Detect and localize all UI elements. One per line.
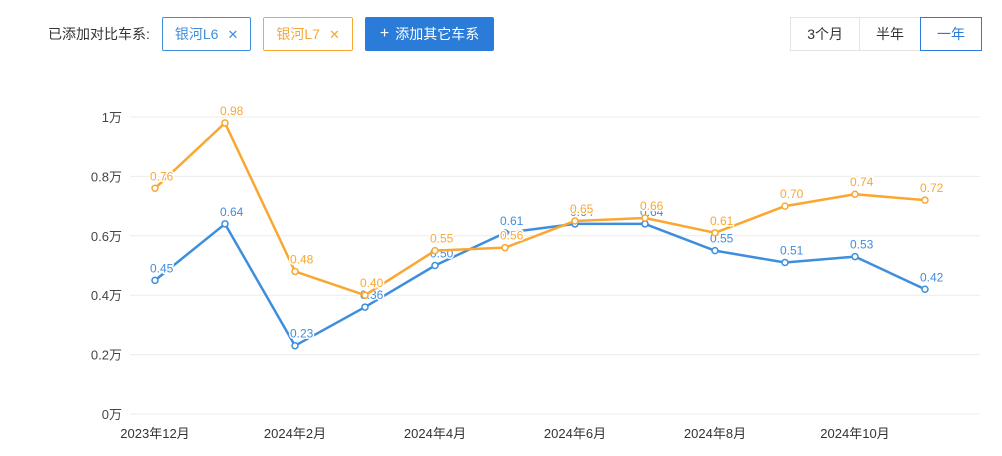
series-tag-label: 银河L6 <box>174 26 219 42</box>
remove-series-icon[interactable]: ✕ <box>227 26 239 42</box>
x-axis-tick-label: 2024年6月 <box>544 426 606 441</box>
data-point-label: 0.51 <box>780 244 804 258</box>
data-point-label: 0.56 <box>500 229 524 243</box>
x-axis-tick-label: 2024年10月 <box>820 426 889 441</box>
series-tags: 银河L6 ✕ 银河L7 ✕ <box>161 17 365 51</box>
added-series-group: 已添加对比车系: 银河L6 ✕ 银河L7 ✕ + 添加其它车系 <box>48 17 495 51</box>
range-button-3个月[interactable]: 3个月 <box>790 17 860 51</box>
time-range-button-group: 3个月 半年 一年 <box>790 17 982 51</box>
y-axis-tick-label: 0.6万 <box>91 229 122 244</box>
y-axis-tick-label: 1万 <box>102 110 122 125</box>
data-point-label: 0.72 <box>920 181 944 195</box>
data-point-label: 0.23 <box>290 327 314 341</box>
toolbar: 已添加对比车系: 银河L6 ✕ 银河L7 ✕ + 添加其它车系 3个月 半年 一年 <box>0 0 1002 52</box>
x-axis-tick-label: 2024年8月 <box>684 426 746 441</box>
data-point-label: 0.61 <box>710 214 734 228</box>
data-point-marker <box>921 196 929 204</box>
data-point-marker <box>221 220 229 228</box>
data-point-label: 0.74 <box>850 175 874 189</box>
data-point-marker <box>221 119 229 127</box>
data-point-label: 0.66 <box>640 199 664 213</box>
x-axis-tick-label: 2024年2月 <box>264 426 326 441</box>
data-point-label: 0.40 <box>360 276 384 290</box>
line-series-银河L7 <box>153 121 927 297</box>
y-axis-tick-label: 0.8万 <box>91 169 122 184</box>
add-series-button-label: 添加其它车系 <box>395 26 480 42</box>
data-point-label: 0.45 <box>150 261 174 275</box>
x-axis-tick-label: 2023年12月 <box>120 426 189 441</box>
data-point-label: 0.61 <box>500 214 524 228</box>
remove-series-icon[interactable]: ✕ <box>328 26 340 42</box>
data-point-marker <box>431 261 439 270</box>
data-point-marker <box>501 243 509 252</box>
data-point-label: 0.48 <box>290 252 314 266</box>
data-point-marker <box>851 252 859 261</box>
line-series-银河L6 <box>153 222 927 347</box>
x-axis-tick-label: 2024年4月 <box>404 426 466 441</box>
range-button-半年[interactable]: 半年 <box>859 17 921 51</box>
data-point-label: 0.65 <box>570 202 594 216</box>
data-point-marker <box>641 214 649 222</box>
y-axis-tick-label: 0.4万 <box>91 288 122 303</box>
data-point-marker <box>291 267 299 276</box>
series-tag: 银河L7 ✕ <box>263 17 353 51</box>
data-point-marker <box>641 220 649 228</box>
data-point-label: 0.76 <box>150 169 174 183</box>
range-button-一年[interactable]: 一年 <box>920 17 982 51</box>
series-tag-label: 银河L7 <box>276 26 320 42</box>
data-point-marker <box>921 285 929 294</box>
add-series-button[interactable]: + 添加其它车系 <box>364 17 495 51</box>
data-point-label: 0.70 <box>780 187 804 201</box>
plus-icon: + <box>379 25 390 42</box>
data-point-marker <box>711 229 719 237</box>
data-point-label: 0.64 <box>220 205 244 219</box>
data-point-marker <box>711 246 719 255</box>
data-point-marker <box>361 291 369 299</box>
data-point-label: 0.64 <box>570 205 594 219</box>
y-axis-tick-label: 0万 <box>102 407 122 422</box>
data-point-marker <box>151 276 159 285</box>
data-point-marker <box>781 258 789 267</box>
data-point-marker <box>851 190 859 198</box>
data-point-marker <box>151 184 159 193</box>
data-point-label: 0.42 <box>920 270 944 284</box>
data-point-marker <box>781 202 789 210</box>
data-point-marker <box>501 229 509 237</box>
data-point-marker <box>571 217 579 225</box>
data-point-label: 0.55 <box>430 232 454 246</box>
series-tag: 银河L6 ✕ <box>161 17 252 51</box>
y-axis-tick-label: 0.2万 <box>91 348 122 363</box>
added-series-label: 已添加对比车系: <box>48 26 150 42</box>
data-point-marker <box>361 303 369 311</box>
data-point-label: 0.53 <box>850 238 874 252</box>
data-point-label: 0.98 <box>220 104 244 118</box>
data-point-marker <box>291 341 299 350</box>
data-point-marker <box>431 246 439 255</box>
